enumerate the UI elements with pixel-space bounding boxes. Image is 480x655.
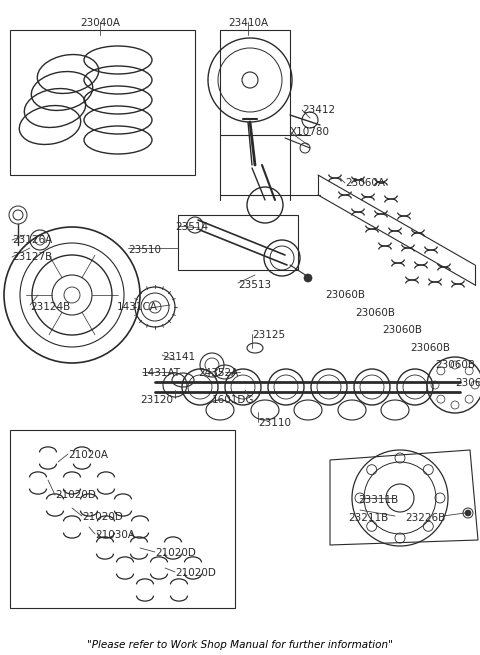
Bar (10, 30, 195, 175)
Bar (178, 215, 298, 270)
Text: 23211B: 23211B (348, 513, 388, 523)
Text: 23040A: 23040A (80, 18, 120, 28)
Text: 23060B: 23060B (355, 308, 395, 318)
Text: 23120: 23120 (140, 395, 173, 405)
Text: 23141: 23141 (162, 352, 195, 362)
Text: 21030A: 21030A (95, 530, 135, 540)
Bar (10, 430, 235, 608)
Text: 21020D: 21020D (155, 548, 196, 558)
Text: 1431CA: 1431CA (117, 302, 158, 312)
Text: 23060A: 23060A (345, 178, 385, 188)
Circle shape (465, 510, 471, 516)
Text: 21020D: 21020D (175, 568, 216, 578)
Text: 23510: 23510 (128, 245, 161, 255)
Text: 23125: 23125 (252, 330, 285, 340)
Text: 24352A: 24352A (198, 368, 238, 378)
Text: 23410A: 23410A (228, 18, 268, 28)
Text: X10780: X10780 (290, 127, 330, 137)
Text: 1601DG: 1601DG (212, 395, 254, 405)
Text: 23060B: 23060B (382, 325, 422, 335)
Text: 23226B: 23226B (405, 513, 445, 523)
Text: 23060B: 23060B (435, 360, 475, 370)
Text: "Please refer to Work Shop Manual for further information": "Please refer to Work Shop Manual for fu… (87, 640, 393, 650)
Text: 23513: 23513 (238, 280, 271, 290)
Text: 21020A: 21020A (68, 450, 108, 460)
Text: 23311B: 23311B (358, 495, 398, 505)
Text: 21020D: 21020D (82, 512, 123, 522)
Text: 1431AT: 1431AT (142, 368, 181, 378)
Circle shape (304, 274, 312, 282)
Text: 23060B: 23060B (410, 343, 450, 353)
Text: 23110: 23110 (258, 418, 291, 428)
Text: 23124B: 23124B (30, 302, 70, 312)
Text: 23126A: 23126A (12, 235, 52, 245)
Text: 23060B: 23060B (455, 378, 480, 388)
Text: 23060B: 23060B (325, 290, 365, 300)
Text: 23412: 23412 (302, 105, 335, 115)
Text: 21020D: 21020D (55, 490, 96, 500)
Text: 23127B: 23127B (12, 252, 52, 262)
Text: 23514: 23514 (175, 222, 208, 232)
